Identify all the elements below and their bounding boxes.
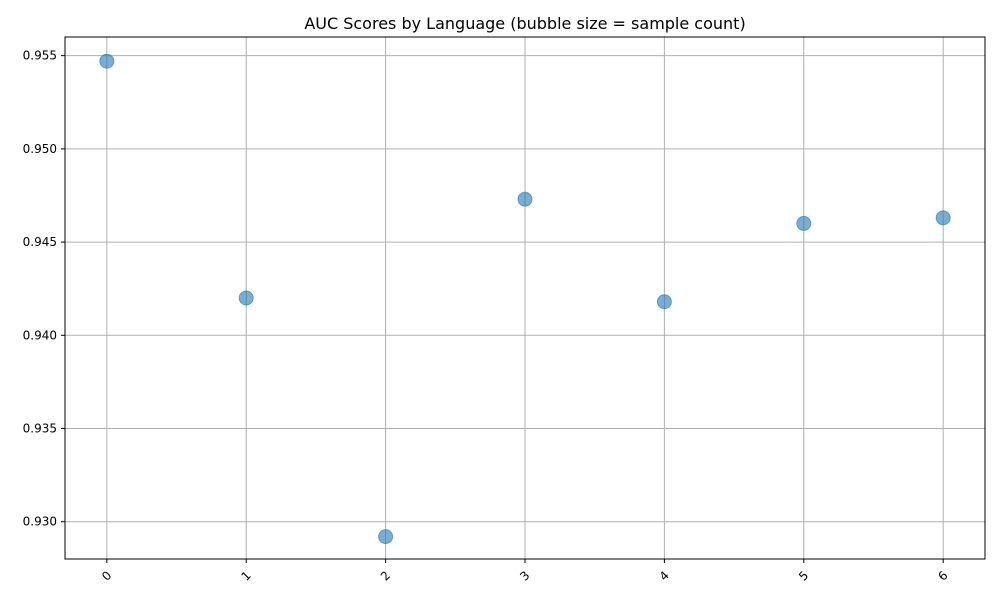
- data-points: [99, 53, 951, 545]
- y-tick-label: 0.935: [23, 422, 57, 436]
- y-tick-label: 0.950: [23, 142, 57, 156]
- x-axis-ticks: 0 1 2 3 4 5 6: [99, 559, 951, 584]
- data-point: [517, 191, 533, 207]
- x-tick-label: 6: [935, 568, 950, 583]
- y-tick-label: 0.955: [23, 49, 57, 63]
- x-tick-label: 3: [517, 568, 532, 583]
- data-point: [378, 529, 394, 545]
- chart-title: AUC Scores by Language (bubble size = sa…: [304, 14, 745, 33]
- x-tick-label: 0: [99, 568, 114, 583]
- data-point: [238, 290, 254, 306]
- y-tick-label: 0.930: [23, 515, 57, 529]
- grid-lines: [65, 37, 985, 559]
- y-tick-label: 0.940: [23, 328, 57, 342]
- x-tick-label: 1: [238, 568, 253, 583]
- y-axis-ticks: 0.930 0.935 0.940 0.945 0.950 0.955: [23, 49, 65, 529]
- data-point: [656, 294, 672, 310]
- data-point: [796, 215, 812, 231]
- data-point: [935, 210, 951, 226]
- x-tick-label: 5: [796, 568, 811, 583]
- x-tick-label: 4: [657, 568, 672, 583]
- data-point: [99, 53, 115, 69]
- y-tick-label: 0.945: [23, 235, 57, 249]
- x-tick-label: 2: [378, 568, 393, 583]
